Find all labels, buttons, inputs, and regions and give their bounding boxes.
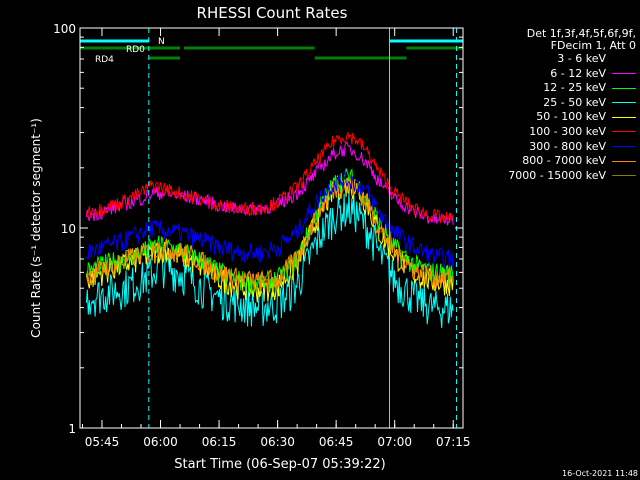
legend-item: 300 - 800 keV — [508, 140, 636, 155]
series-line — [86, 169, 454, 269]
legend-item: 100 - 300 keV — [508, 125, 636, 140]
x-tick-label: 07:00 — [377, 435, 412, 449]
state-bars: N RD0 RD4 — [80, 37, 463, 65]
legend-header: Det 1f,3f,4f,5f,6f,9f, — [526, 27, 636, 40]
timestamp: 16-Oct-2021 11:48 — [562, 469, 638, 478]
legend-label: 50 - 100 keV — [536, 110, 606, 124]
y-axis-label: Count Rate (s⁻¹ detector segment⁻¹) — [29, 118, 43, 338]
series-group — [85, 131, 454, 329]
legend-header: FDecim 1, Att 0 — [550, 39, 636, 52]
x-tick-label: 06:45 — [319, 435, 354, 449]
legend-swatch — [612, 131, 636, 133]
legend-item: 6 - 12 keV — [508, 67, 636, 82]
legend-swatch — [612, 116, 636, 118]
legend-swatch — [612, 73, 636, 75]
legend-item: 50 - 100 keV — [508, 110, 636, 125]
x-tick-label: 06:00 — [143, 435, 178, 449]
legend-item: 3 - 6 keV — [508, 52, 636, 67]
y-tick-label: 100 — [53, 22, 76, 36]
legend-swatch — [612, 102, 636, 104]
state-bar-label: RD0 — [126, 45, 145, 55]
legend-item: 12 - 25 keV — [508, 81, 636, 96]
legend-label: 3 - 6 keV — [557, 52, 606, 65]
legend-item: 800 - 7000 keV — [508, 154, 636, 169]
legend-swatch — [612, 87, 636, 89]
axis-ticks: 05:45 06:00 06:15 06:30 06:45 07:00 07:15 1 10 10… — [53, 22, 470, 449]
legend-item: 7000 - 15000 keV — [508, 169, 636, 184]
state-bar-label: N — [158, 37, 165, 47]
legend-label: 300 - 800 keV — [529, 139, 606, 153]
state-bar-label: RD4 — [95, 55, 114, 65]
series-line — [85, 141, 454, 226]
legend-label: 25 - 50 keV — [543, 95, 606, 109]
legend-label: 12 - 25 keV — [543, 81, 606, 95]
x-tick-label: 07:15 — [436, 435, 471, 449]
x-tick-label: 06:15 — [202, 435, 237, 449]
x-tick-label: 05:45 — [85, 435, 120, 449]
legend-swatch — [612, 175, 636, 177]
plot-frame — [79, 27, 464, 429]
series-line — [85, 193, 454, 329]
x-tick-label: 06:30 — [260, 435, 295, 449]
y-tick-label: 10 — [61, 222, 76, 236]
legend-label: 6 - 12 keV — [550, 66, 606, 80]
series-line — [85, 131, 454, 224]
legend-swatch — [612, 146, 636, 148]
legend-swatch — [612, 58, 636, 60]
legend-label: 800 - 7000 keV — [522, 154, 606, 168]
x-axis-label: Start Time (06-Sep-07 05:39:22) — [174, 457, 385, 472]
legend-label: 7000 - 15000 keV — [508, 168, 606, 182]
legend-label: 100 - 300 keV — [529, 124, 606, 138]
legend-item: 25 - 50 keV — [508, 96, 636, 111]
legend-swatch — [612, 160, 636, 162]
chart-title: RHESSI Count Rates — [197, 4, 348, 22]
y-tick-label: 1 — [68, 422, 76, 436]
series-line — [85, 177, 454, 292]
time-markers — [79, 28, 457, 428]
